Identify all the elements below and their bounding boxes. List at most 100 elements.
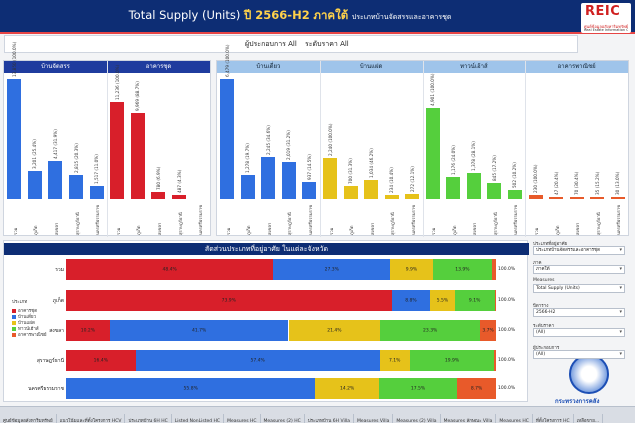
stacked-row-bar[interactable]: 55.8% 14.2% 17.5% 8.7% (66, 378, 496, 399)
bar[interactable] (610, 196, 625, 199)
stacked-row-bar[interactable]: 16.4% 57.4% 7.1% 19.9% (66, 350, 496, 371)
stacked-segment[interactable] (273, 259, 391, 280)
stacked-segment[interactable] (454, 290, 495, 311)
stacked-segment[interactable] (66, 320, 110, 341)
bar[interactable] (240, 175, 255, 199)
legend-item[interactable]: บ้านแฝด (12, 319, 62, 326)
stacked-segment[interactable] (288, 320, 381, 341)
legend-swatch (12, 320, 16, 325)
bar[interactable] (364, 179, 379, 199)
bar[interactable] (343, 186, 358, 199)
stacked-segment[interactable] (315, 378, 379, 399)
bar[interactable] (446, 177, 461, 199)
bar[interactable] (48, 160, 63, 199)
stacked-segment[interactable] (378, 378, 458, 399)
filter-dropdown[interactable]: ประเภทบ้านจัดสรรและอาคารชุด (533, 246, 625, 255)
stacked-segment-label: 16.4% (93, 358, 108, 363)
sheet-tab[interactable]: Measures (2) Villa (393, 414, 441, 423)
sheet-tab[interactable]: ประเภทบ้าน 6H Villa (305, 414, 354, 423)
stacked-segment[interactable] (66, 350, 136, 371)
bar[interactable] (507, 189, 522, 199)
sheet-tab[interactable]: Listed NonListed HC (172, 414, 225, 423)
bar[interactable] (110, 101, 125, 199)
stacked-segment[interactable] (409, 350, 495, 371)
bar[interactable] (549, 196, 564, 199)
stacked-segment[interactable] (390, 259, 433, 280)
stacked-segment[interactable] (379, 350, 410, 371)
bar[interactable] (302, 181, 317, 199)
sheet-tab[interactable]: Measures Villa (354, 414, 394, 423)
bar[interactable] (281, 161, 296, 199)
bar-value-label: 2,240 (100.0%) (327, 122, 333, 156)
bar-category-label: สงขลา (54, 222, 59, 235)
sheet-tab[interactable]: แนวโน้มและที่ตั้งโครงการ HCV (57, 414, 126, 423)
sheet-tab[interactable]: Measures (2) HC (261, 414, 305, 423)
bar[interactable] (130, 112, 145, 199)
filter-dropdown[interactable]: ภาคใต้ (533, 265, 625, 274)
sheet-tab[interactable]: ประเภทบ้าน 6H HC (125, 414, 172, 423)
legend-item[interactable]: อาคารพาณิชย์ (12, 331, 62, 338)
bar[interactable] (89, 185, 104, 199)
stacked-row-bar[interactable]: 73.9% 8.8% 5.5% 9.1% (66, 290, 496, 311)
stacked-segment[interactable] (66, 378, 316, 399)
stacked-segment[interactable] (391, 290, 431, 311)
filter-dropdown[interactable]: Total Supply (Units) (533, 284, 625, 293)
bar[interactable] (69, 174, 84, 199)
bar[interactable] (172, 194, 187, 199)
stacked-segment[interactable] (135, 350, 380, 371)
sheet-tab-bar: ศูนย์ข้อมูลอสังหาริมทรัพย์ แนวโน้มและที่ต… (0, 406, 635, 423)
sheet-tab[interactable]: Measures HC (224, 414, 261, 423)
stacked-segment[interactable] (109, 320, 289, 341)
sheet-tab[interactable]: เหลือขาย... (574, 414, 604, 423)
stacked-segment[interactable] (66, 290, 392, 311)
stacked-row-bar[interactable]: 48.4% 27.3% 9.9% 13.9% (66, 259, 496, 280)
bar[interactable] (425, 108, 440, 199)
stacked-segment[interactable] (380, 320, 481, 341)
bar-value-label: 47 (20.4%) (553, 171, 559, 195)
stacked-row-bar[interactable]: 10.2% 41.7% 21.4% 23.3% 3.7% (66, 320, 496, 341)
filter-dropdown[interactable]: (All) (533, 350, 625, 359)
filter-dropdown[interactable]: (All) (533, 328, 625, 337)
bar[interactable] (528, 194, 543, 199)
bar[interactable] (487, 183, 502, 199)
stacked-segment[interactable] (494, 290, 496, 311)
stacked-segment-label: 9.9% (405, 267, 418, 272)
bar[interactable] (405, 193, 420, 199)
bar-category-label: ภูเก็ต (349, 225, 355, 235)
stacked-segment[interactable] (494, 350, 496, 371)
sheet-tab[interactable]: ศูนย์ข้อมูลอสังหาริมทรัพย์ (0, 414, 57, 423)
stacked-segment[interactable] (492, 259, 496, 280)
sheet-tab[interactable]: Measures HC (496, 414, 533, 423)
stacked-segment[interactable] (66, 259, 274, 280)
bar-value-label: 1,176 (24.0%) (450, 145, 456, 176)
bar-category-label: นครศรีธรรมราช (95, 204, 101, 235)
ministry-name: กระทรวงการคลัง (555, 398, 600, 405)
stacked-segment[interactable] (432, 259, 493, 280)
sheet-tab[interactable]: Measures ลักษณะ Villa (441, 414, 497, 423)
bar[interactable] (27, 171, 42, 199)
bar[interactable] (151, 192, 166, 199)
stacked-segment[interactable] (480, 320, 496, 341)
bar-category-label: สงขลา (266, 222, 272, 235)
legend-item[interactable]: บ้านเดี่ยว (12, 313, 62, 320)
bar[interactable] (261, 157, 276, 199)
sheet-tab[interactable]: ที่ตั้งโครงการ HC (533, 414, 574, 423)
legend-item[interactable]: อาคารชุด (12, 307, 62, 314)
stacked-segment-label: 57.4% (250, 358, 265, 363)
bar[interactable] (466, 173, 481, 199)
stacked-segment[interactable] (430, 290, 455, 311)
bar[interactable] (590, 196, 605, 199)
bar[interactable] (220, 79, 235, 199)
legend-item[interactable]: ทาวน์เฮ้าส์ (12, 325, 62, 332)
bar[interactable] (7, 79, 22, 199)
bar-category-label: สุราษฎร์ธานี (595, 212, 601, 235)
bar[interactable] (569, 196, 584, 199)
bar[interactable] (384, 194, 399, 199)
filter-summary-developer: ผู้ประกอบการ All (245, 40, 297, 48)
segment-header: ทาวน์เฮ้าส์ (422, 61, 526, 73)
bar[interactable] (323, 157, 337, 199)
stacked-segment-label: 23.3% (423, 328, 438, 333)
bar-category-label: สุราษฎร์ธานี (287, 212, 293, 235)
stacked-segment[interactable] (457, 378, 496, 399)
filter-dropdown[interactable]: 2566-H2 (533, 308, 625, 317)
